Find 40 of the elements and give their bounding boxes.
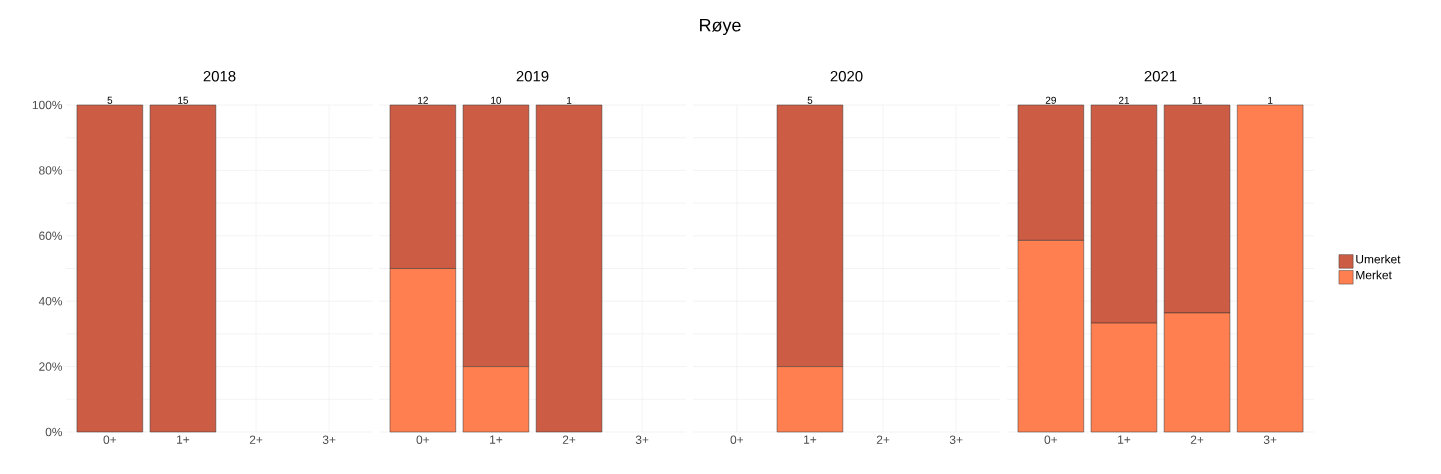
chart-title: 2018 xyxy=(203,70,236,82)
annotation: 29 xyxy=(1045,96,1056,104)
legend-label: Merket xyxy=(1356,270,1392,280)
x-tick-label: 1+ xyxy=(1118,435,1131,444)
annotation: 15 xyxy=(178,96,189,104)
annotation: 5 xyxy=(107,96,113,104)
chart-title: 2019 xyxy=(516,70,549,82)
y-tick-label: 60% xyxy=(39,231,63,241)
x-tick-label: 1+ xyxy=(804,435,817,444)
annotation: 10 xyxy=(491,96,502,104)
x-tick-label: 3+ xyxy=(1263,435,1277,444)
annotation: 12 xyxy=(418,96,428,104)
x-tick-label: 0+ xyxy=(730,435,744,444)
y-tick-label: 0% xyxy=(45,427,63,437)
y-tick-label: 20% xyxy=(39,362,63,371)
x-tick-label: 1+ xyxy=(490,435,503,444)
chart-title: 2020 xyxy=(830,70,863,82)
x-tick-label: 1+ xyxy=(177,435,190,444)
annotation: 21 xyxy=(1118,96,1130,104)
x-tick-label: 0+ xyxy=(103,435,117,444)
x-tick-label: 2+ xyxy=(562,435,576,444)
annotation: 1 xyxy=(567,96,572,104)
x-tick-label: 3+ xyxy=(322,435,336,444)
chart-title: 2021 xyxy=(1144,70,1177,82)
bar xyxy=(1237,104,1304,433)
x-tick-label: 3+ xyxy=(635,435,649,444)
x-tick-label: 2+ xyxy=(1190,435,1204,444)
annotation: 11 xyxy=(1192,96,1202,104)
x-tick-label: 2+ xyxy=(876,435,890,444)
y-tick-label: 80% xyxy=(39,166,63,175)
text: Røye xyxy=(700,18,741,36)
legend-label: Umerket xyxy=(1356,254,1401,264)
annotation: 1 xyxy=(1268,96,1273,104)
x-tick-label: 2+ xyxy=(249,435,263,444)
x-tick-label: 3+ xyxy=(949,435,963,444)
x-tick-label: 0+ xyxy=(1044,435,1058,444)
y-tick-label: 100% xyxy=(32,100,63,110)
x-tick-label: 0+ xyxy=(416,435,430,444)
y-tick-label: 40% xyxy=(38,296,63,306)
annotation: 5 xyxy=(807,96,813,104)
